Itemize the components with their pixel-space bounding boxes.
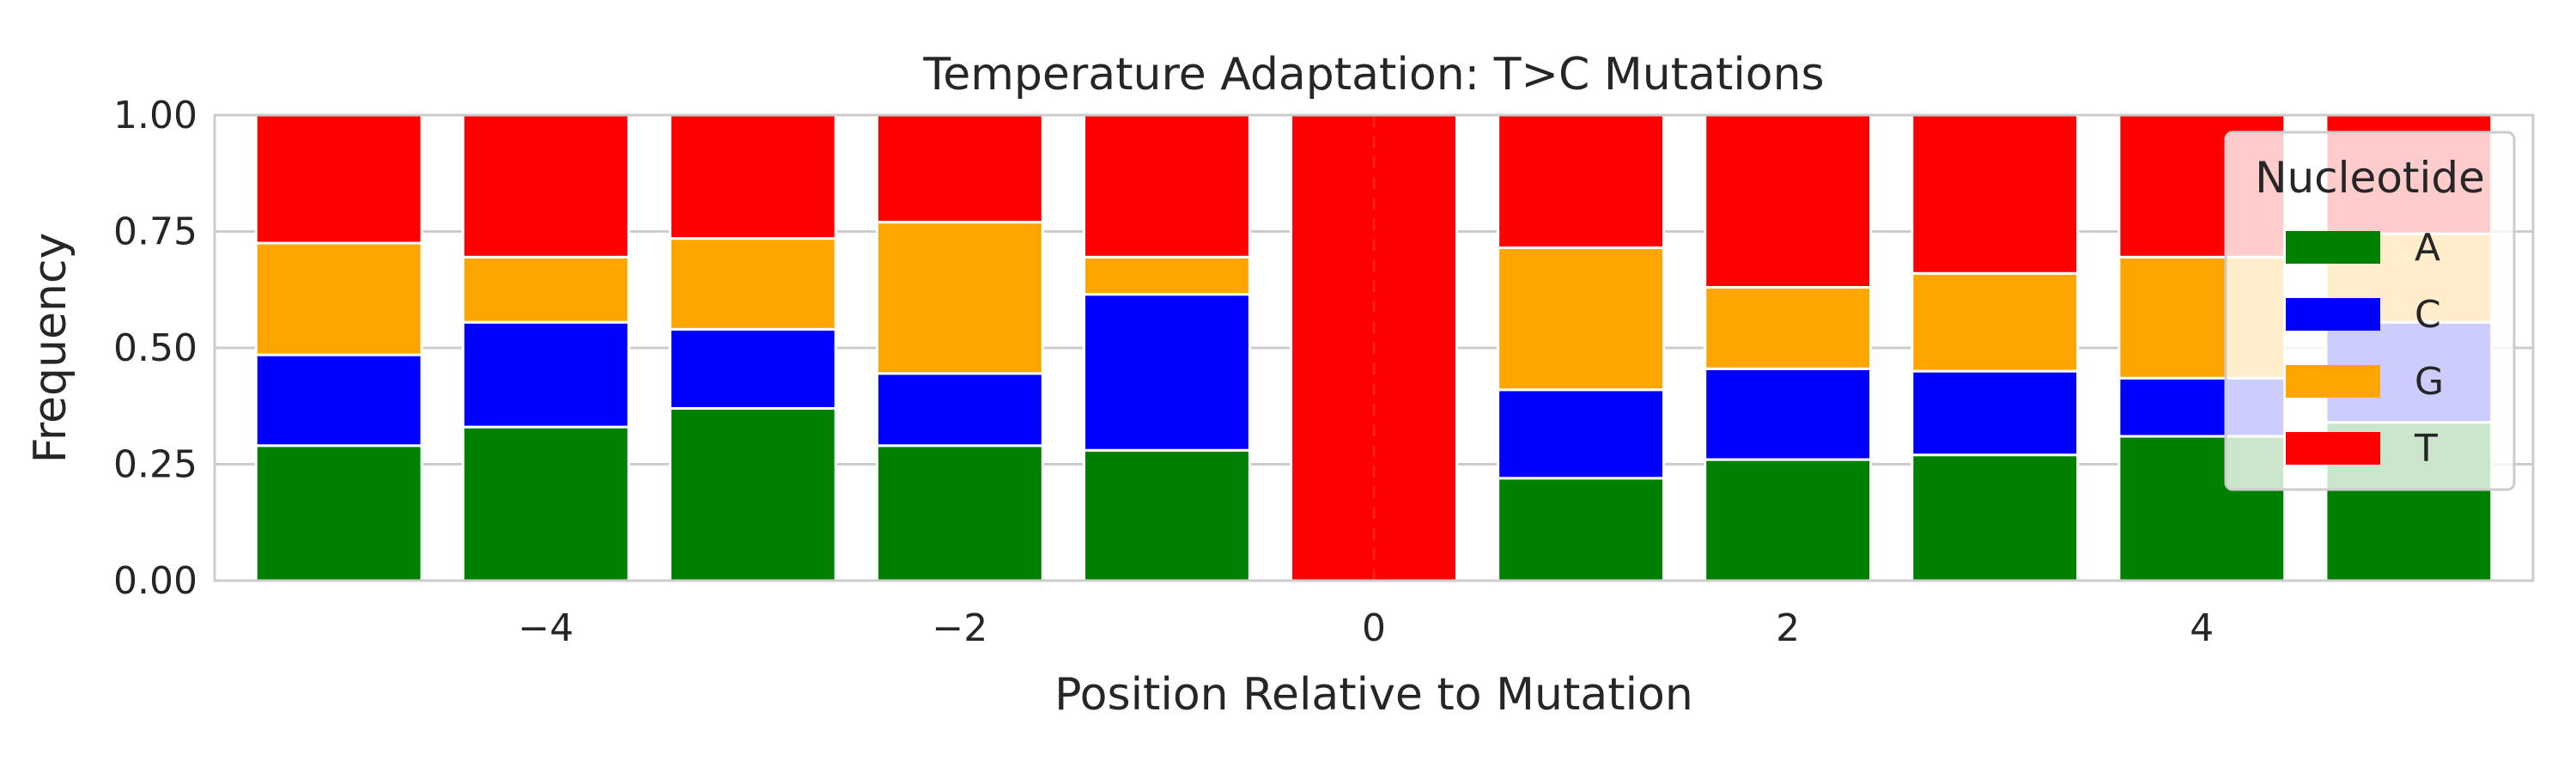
bar-segment-a: [1704, 458, 1873, 582]
bar-segment-c: [875, 372, 1044, 447]
bar-segment-a: [461, 425, 630, 582]
bar-segment-t: [1497, 113, 1665, 249]
bar-segment-a: [1497, 477, 1665, 582]
bar-segment-c: [461, 320, 630, 429]
x-tick-label: −4: [518, 606, 574, 650]
y-tick-label: 1.00: [113, 94, 197, 137]
bar-segment-t: [1911, 113, 2080, 275]
y-tick-label: 0.75: [113, 210, 197, 254]
bar-segment-g: [875, 221, 1044, 375]
plot-frame: [213, 113, 2535, 582]
y-tick-labels: 0.00 0.25 0.50 0.75 1.00: [113, 94, 197, 603]
x-axis-label: Position Relative to Mutation: [1054, 669, 1693, 721]
bar-segment-c: [1704, 367, 1873, 461]
bar-segment-t: [875, 113, 1044, 224]
bar-segment-t: [1083, 113, 1251, 259]
bar-segment-a: [668, 406, 837, 582]
bar-segment-a: [1911, 453, 2080, 582]
bar-segment-g: [668, 237, 837, 331]
y-tick-label: 0.25: [113, 443, 197, 487]
bar-segment-g: [1704, 286, 1873, 370]
legend-swatch-a: [2286, 231, 2380, 264]
bar-segment-g: [461, 255, 630, 324]
x-tick-label: 0: [1362, 606, 1386, 650]
bar-segment-t: [668, 113, 837, 240]
bar-segment-c: [1083, 293, 1251, 452]
bar-segment-g: [1911, 271, 2080, 373]
y-axis-label: Frequency: [25, 233, 76, 464]
legend-swatch-g: [2286, 365, 2380, 398]
y-tick-label: 0.50: [113, 326, 197, 370]
legend-label-g: G: [2415, 360, 2444, 404]
legend-label-a: A: [2415, 226, 2440, 270]
bar-segment-t: [461, 113, 630, 259]
legend-label-c: C: [2415, 293, 2441, 337]
bar-segment-t: [1704, 113, 1873, 289]
x-tick-label: −2: [932, 606, 987, 650]
bar-segment-t: [254, 113, 423, 245]
bar-segment-a: [1083, 448, 1251, 582]
legend-swatch-c: [2286, 298, 2380, 331]
bar-segment-c: [1497, 388, 1665, 480]
legend-label-t: T: [2414, 427, 2438, 471]
bar-segment-a: [254, 444, 423, 582]
bar-segment-c: [254, 353, 423, 447]
legend-swatch-t: [2286, 432, 2380, 465]
bar-segment-a: [875, 444, 1044, 582]
bar-segment-g: [1083, 255, 1251, 296]
bar-segment-c: [1911, 369, 2080, 457]
bar-segment-g: [254, 241, 423, 356]
y-tick-label: 0.00: [113, 559, 197, 603]
x-tick-label: 2: [1776, 606, 1800, 650]
bar-segment-g: [1497, 246, 1665, 392]
x-tick-label: 4: [2190, 606, 2214, 650]
bar-segment-c: [668, 327, 837, 410]
x-tick-labels: −4 −2 0 2 4: [518, 606, 2214, 650]
legend-title: Nucleotide: [2255, 153, 2485, 203]
chart-title: Temperature Adaptation: T>C Mutations: [922, 49, 1824, 100]
